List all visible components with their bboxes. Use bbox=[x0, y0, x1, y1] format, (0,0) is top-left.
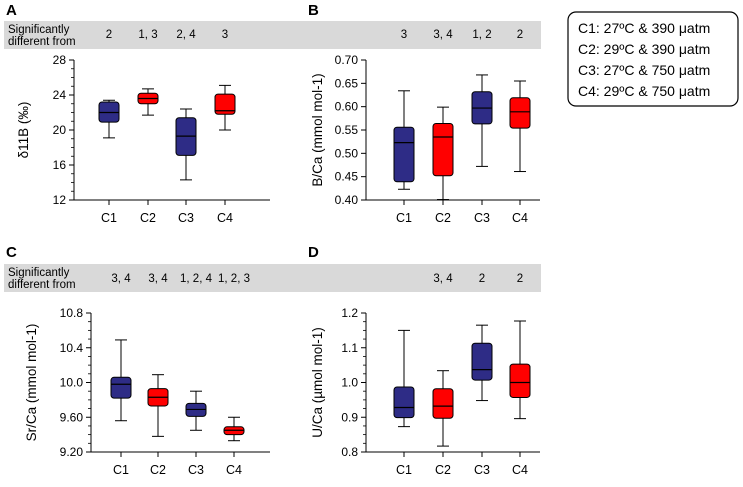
x-category-label: C2 bbox=[435, 463, 451, 477]
significance-value: 2 bbox=[479, 273, 485, 285]
x-category-label: C2 bbox=[140, 211, 156, 225]
x-category-label: C1 bbox=[113, 463, 129, 477]
box-c2 bbox=[432, 388, 454, 419]
y-tick-label: 28 bbox=[53, 53, 67, 67]
y-tick-label: 0.50 bbox=[335, 146, 359, 160]
panel-c-plot: 9.20 9.60 10.0 10.4 10.8 Sr/Ca (mmol mol-1) C1… bbox=[24, 273, 270, 477]
box-c4 bbox=[509, 363, 531, 398]
y-tick-label: 0.60 bbox=[335, 100, 359, 114]
y-axis-title: δ11B (‰) bbox=[16, 102, 31, 159]
y-tick-label: 0.9 bbox=[341, 410, 358, 424]
panel-letter-d: D bbox=[308, 244, 319, 261]
box-c4 bbox=[214, 93, 236, 115]
y-tick-label: 0.65 bbox=[335, 76, 359, 90]
x-category-label: C2 bbox=[435, 211, 451, 225]
legend-entry-c1: C1: 27ºC & 390 μatm bbox=[578, 20, 710, 36]
significance-value: 3, 4 bbox=[433, 273, 453, 285]
significance-value: 1, 2, 4 bbox=[180, 273, 213, 285]
box-c3 bbox=[471, 342, 493, 381]
y-tick-label: 16 bbox=[53, 158, 67, 172]
y-tick-label: 12 bbox=[53, 193, 67, 207]
significance-label-line2: different from bbox=[8, 36, 76, 48]
x-category-label: C1 bbox=[396, 211, 412, 225]
y-tick-label: 1.2 bbox=[341, 306, 358, 320]
significance-band-bottom bbox=[4, 264, 541, 292]
x-category-label: C4 bbox=[512, 463, 528, 477]
x-category-label: C4 bbox=[226, 463, 242, 477]
y-tick-label: 20 bbox=[53, 123, 67, 137]
box-c1 bbox=[393, 386, 415, 419]
panel-b-plot: 0.40 0.45 0.50 0.55 0.60 0.65 0.70 B/Ca (mmol m… bbox=[310, 29, 540, 225]
significance-value: 2 bbox=[517, 29, 523, 41]
y-axis-title: U/Ca (µmol mol-1) bbox=[310, 327, 325, 438]
legend-box bbox=[567, 11, 739, 107]
x-category-label: C3 bbox=[188, 463, 204, 477]
legend-entry-c4: C4: 29ºC & 750 μatm bbox=[578, 83, 710, 99]
box-c1 bbox=[110, 376, 132, 399]
y-tick-label: 0.8 bbox=[341, 445, 358, 459]
significance-value: 3 bbox=[401, 29, 407, 41]
significance-value: 2 bbox=[517, 273, 523, 285]
x-category-label: C3 bbox=[474, 463, 490, 477]
y-tick-label: 1.1 bbox=[341, 341, 358, 355]
significance-label-line2: different from bbox=[8, 279, 76, 291]
y-axis-title: B/Ca (mmol mol-1) bbox=[310, 73, 325, 186]
panel-letter-c: C bbox=[6, 244, 17, 261]
panel-letter-b: B bbox=[308, 2, 319, 19]
y-tick-label: 10.0 bbox=[60, 376, 84, 390]
x-category-label: C1 bbox=[101, 211, 117, 225]
x-category-label: C2 bbox=[150, 463, 166, 477]
y-tick-label: 10.8 bbox=[60, 306, 84, 320]
x-category-label: C3 bbox=[178, 211, 194, 225]
x-category-label: C1 bbox=[396, 463, 412, 477]
significance-value: 3, 4 bbox=[111, 273, 131, 285]
y-tick-label: 9.20 bbox=[60, 445, 84, 459]
x-category-label: C4 bbox=[217, 211, 233, 225]
significance-value: 2, 4 bbox=[176, 29, 196, 41]
significance-value: 1, 3 bbox=[138, 29, 157, 41]
y-tick-label: 0.55 bbox=[335, 123, 359, 137]
panel-a-plot: 12 16 20 24 28 δ11B (‰) C1 2 C2 1, 3 C3 2, 4 C4 3 bbox=[16, 29, 270, 225]
significance-label-line1: Significantly bbox=[8, 24, 70, 36]
box-c4 bbox=[509, 97, 531, 129]
panel-letter-a: A bbox=[6, 2, 17, 19]
significance-band-top bbox=[4, 21, 541, 49]
significance-value: 1, 2 bbox=[472, 29, 491, 41]
significance-value: 2 bbox=[106, 29, 112, 41]
x-category-label: C3 bbox=[474, 211, 490, 225]
box-c1 bbox=[393, 126, 415, 183]
significance-value: 3 bbox=[222, 29, 228, 41]
box-c2 bbox=[432, 122, 454, 177]
significance-value: 3, 4 bbox=[433, 29, 453, 41]
legend-entry-c2: C2: 29ºC & 390 μatm bbox=[578, 41, 710, 57]
y-axis-title: Sr/Ca (mmol mol-1) bbox=[24, 324, 39, 442]
y-tick-label: 0.40 bbox=[335, 193, 359, 207]
y-tick-label: 9.60 bbox=[60, 410, 84, 424]
significance-value: 3, 4 bbox=[148, 273, 168, 285]
panel-d-plot: 0.8 0.9 1.0 1.1 1.2 U/Ca (µmol mol-1) C1 C2 3, 4… bbox=[310, 273, 540, 477]
significance-value: 1, 2, 3 bbox=[218, 273, 250, 285]
legend-entry-c3: C3: 27ºC & 750 μatm bbox=[578, 62, 710, 78]
y-tick-label: 10.4 bbox=[60, 341, 84, 355]
y-tick-label: 0.45 bbox=[335, 170, 359, 184]
y-tick-label: 24 bbox=[53, 88, 67, 102]
y-tick-label: 0.70 bbox=[335, 53, 359, 67]
significance-label-line1: Significantly bbox=[8, 267, 70, 279]
y-tick-label: 1.0 bbox=[341, 376, 358, 390]
x-category-label: C4 bbox=[512, 211, 528, 225]
